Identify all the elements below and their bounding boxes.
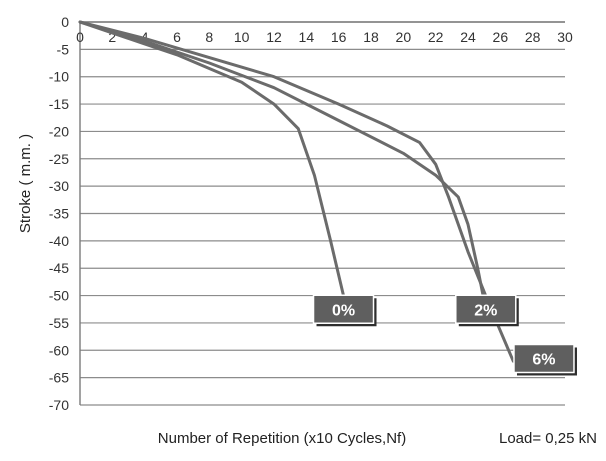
y-tick-label: -55 [49,315,69,331]
series-line [78,20,345,298]
y-tick-label: -70 [49,397,69,413]
y-axis-title: Stroke ( m.m. ) [17,134,34,233]
y-tick-label: -65 [49,370,69,386]
x-tick-label: 20 [396,29,412,45]
y-tick-label: -35 [49,206,69,222]
series-label: 6% [513,343,577,376]
x-tick-label: 24 [460,29,476,45]
x-tick-label: 22 [428,29,444,45]
y-tick-label: -45 [49,260,69,276]
x-tick-label: 6 [173,29,181,45]
series-label: 0% [312,294,377,327]
y-tick-label: -50 [49,288,69,304]
y-tick-label: -30 [49,178,69,194]
x-tick-label: 12 [266,29,282,45]
x-tick-label: 18 [363,29,379,45]
series-label-text: 0% [332,302,355,319]
series-line [78,20,515,363]
y-tick-label: -10 [49,69,69,85]
x-axis-title: Number of Repetition (x10 Cycles,Nf) [158,430,406,447]
series-label-box [312,294,375,324]
series-label-text: 2% [474,302,497,319]
load-annotation: Load= 0,25 kN [499,430,597,447]
x-tick-label: 16 [331,29,347,45]
y-tick-label: -20 [49,123,69,139]
y-tick-label: -5 [57,41,70,57]
x-tick-label: 26 [493,29,509,45]
series-label-box [513,343,575,374]
series-label: 2% [455,294,519,327]
x-tick-label: 2 [108,29,116,45]
x-tick-label: 14 [299,29,315,45]
x-tick-label: 8 [205,29,213,45]
y-tick-label: -60 [49,342,69,358]
y-tick-label: -40 [49,233,69,249]
x-tick-label: 10 [234,29,250,45]
x-tick-label: 0 [76,29,84,45]
y-tick-label: -25 [49,151,69,167]
y-tick-label: 0 [61,14,69,30]
series-line [78,20,489,319]
x-tick-label: 28 [525,29,541,45]
series-label-box [455,294,517,324]
y-tick-label: -15 [49,96,69,112]
series-label-text: 6% [532,351,555,368]
x-tick-label: 30 [557,29,573,45]
